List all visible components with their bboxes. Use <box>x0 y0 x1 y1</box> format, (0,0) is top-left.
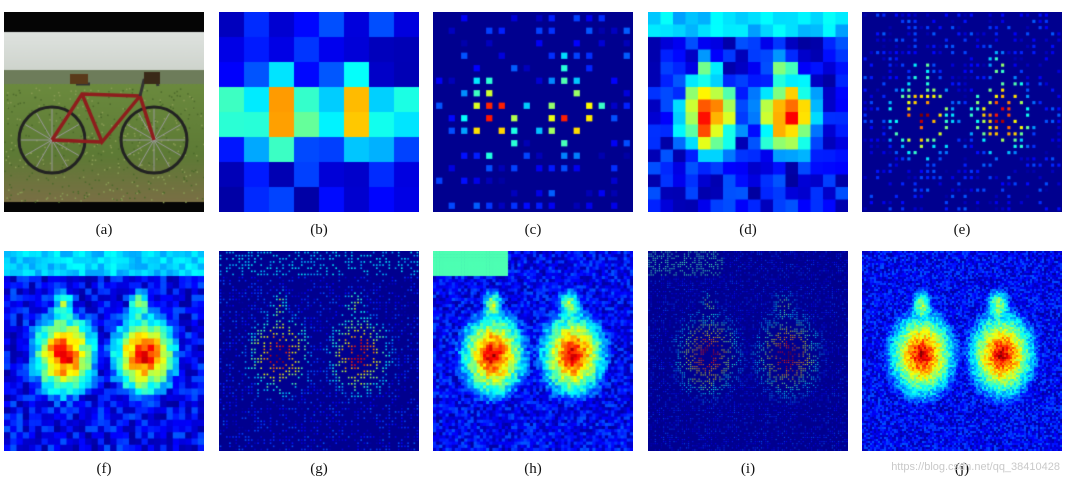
panel-j-heatmap <box>862 251 1062 451</box>
caption-f: (f) <box>96 461 112 477</box>
caption-b: (b) <box>310 222 328 238</box>
panel-g-heatmap <box>219 251 419 451</box>
caption-j: (j) <box>954 461 970 477</box>
caption-d: (d) <box>739 222 757 238</box>
caption-a: (a) <box>95 222 113 238</box>
heatmap-i <box>648 251 848 451</box>
caption-c: (c) <box>524 222 542 238</box>
caption-g: (g) <box>310 461 328 477</box>
heatmap-c <box>433 12 633 212</box>
heatmap-b <box>219 12 419 212</box>
watermark-text: https://blog.csdn.net/qq_38410428 <box>891 461 1060 473</box>
panel-f-heatmap <box>4 251 204 451</box>
caption-h: (h) <box>524 461 542 477</box>
heatmap-g <box>219 251 419 451</box>
panel-h-heatmap <box>433 251 633 451</box>
panel-b-heatmap <box>219 12 419 212</box>
panel-d-heatmap <box>648 12 848 212</box>
heatmap-h <box>433 251 633 451</box>
panel-e-heatmap <box>862 12 1062 212</box>
panel-i-heatmap <box>648 251 848 451</box>
heatmap-j <box>862 251 1062 451</box>
caption-e: (e) <box>953 222 971 238</box>
heatmap-e <box>862 12 1062 212</box>
heatmap-d <box>648 12 848 212</box>
panel-a-photo <box>4 12 204 212</box>
bicycle-photo <box>4 12 204 212</box>
heatmap-f <box>4 251 204 451</box>
caption-i: (i) <box>740 461 756 477</box>
panel-c-heatmap <box>433 12 633 212</box>
